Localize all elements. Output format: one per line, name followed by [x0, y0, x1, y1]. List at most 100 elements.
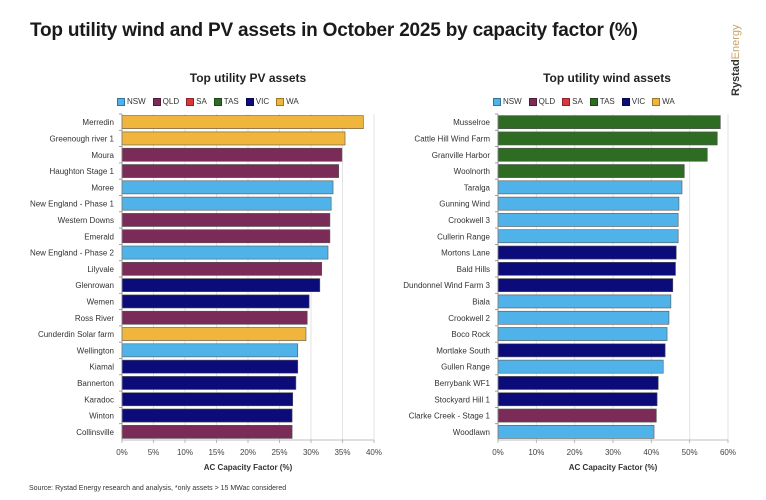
pv-category-label: Wellington	[77, 346, 114, 355]
legend-item-tas: TAS	[589, 97, 615, 106]
pv-legend: NSW QLD SA TAS VIC WA	[117, 97, 299, 106]
wind-category-label: Mortlake South	[436, 346, 490, 355]
legend-label: SA	[196, 97, 207, 106]
legend-item-sa: SA	[562, 97, 583, 106]
wind-category-label: Biala	[472, 297, 490, 306]
wind-bar	[497, 261, 676, 276]
wind-bar	[497, 196, 680, 211]
pv-category-label: Ross River	[75, 314, 114, 323]
wind-chart-title: Top utility wind assets	[543, 71, 671, 85]
wind-bar	[497, 115, 721, 129]
wind-x-tick-label: 50%	[682, 448, 698, 457]
legend-label: TAS	[223, 97, 239, 106]
legend-label: VIC	[255, 97, 270, 106]
wind-bar	[497, 392, 658, 407]
wind-category-label: Granville Harbor	[432, 151, 491, 160]
legend-swatch	[213, 97, 222, 106]
wind-category-label: Dundonnel Wind Farm 3	[403, 281, 490, 290]
wind-x-tick-label: 60%	[720, 448, 736, 457]
pv-x-tick-label: 20%	[240, 448, 256, 457]
wind-category-label: Crookwell 3	[448, 216, 490, 225]
wind-x-tick-label: 10%	[528, 448, 544, 457]
wind-category-label: Bald Hills	[457, 265, 490, 274]
pv-category-label: Haughton Stage 1	[50, 167, 115, 176]
pv-category-label: Wemen	[87, 297, 114, 306]
legend-item-vic: VIC	[245, 97, 270, 106]
pv-x-tick-label: 30%	[303, 448, 319, 457]
pv-x-tick-label: 10%	[177, 448, 193, 457]
wind-bar	[497, 327, 668, 341]
main-title: Top utility wind and PV assets in Octobe…	[30, 20, 638, 41]
wind-bar	[497, 376, 659, 390]
pv-x-tick-label: 15%	[208, 448, 224, 457]
wind-category-label: Gullen Range	[441, 363, 490, 372]
wind-bar	[497, 310, 670, 325]
wind-category-label: Clarke Creek - Stage 1	[409, 412, 491, 421]
wind-bar	[497, 359, 664, 374]
legend-swatch	[117, 97, 125, 106]
wind-x-tick-label: 0%	[492, 448, 504, 457]
legend-item-nsw: NSW	[117, 97, 146, 106]
pv-category-label: Moree	[91, 183, 114, 192]
pv-x-tick-label: 40%	[366, 448, 382, 457]
wind-bar	[497, 294, 672, 309]
source-note: Source: Rystad Energy research and analy…	[29, 485, 287, 492]
legend-label: TAS	[599, 97, 615, 106]
legend-item-wa: WA	[276, 97, 299, 106]
pv-category-label: Emerald	[84, 232, 114, 241]
legend-label: NSW	[503, 97, 522, 106]
wind-category-label: Woolnorth	[454, 167, 490, 176]
pv-category-label: Lilyvale	[87, 265, 114, 274]
legend-swatch	[276, 97, 285, 106]
wind-bar	[497, 245, 677, 260]
legend-item-qld: QLD	[528, 97, 556, 106]
wind-x-tick-label: 40%	[643, 448, 659, 457]
wind-category-label: Mortons Lane	[441, 249, 490, 258]
wind-bar	[497, 424, 655, 439]
legend-swatch	[652, 97, 661, 106]
legend-label: QLD	[162, 97, 180, 106]
pv-x-tick-label: 35%	[334, 448, 350, 457]
pv-category-label: Collinsville	[76, 428, 114, 437]
pv-chart-title: Top utility PV assets	[189, 71, 307, 85]
legend-swatch	[186, 97, 195, 106]
pv-category-label: Kiamal	[90, 363, 115, 372]
pv-category-label: Glenrowan	[75, 281, 114, 290]
legend-swatch	[589, 97, 598, 106]
pv-x-axis-label: AC Capacity Factor (%)	[204, 463, 293, 472]
pv-category-label: Karadoc	[84, 395, 114, 404]
wind-category-label: Musselroe	[453, 118, 490, 127]
wind-category-label: Cattle Hill Wind Farm	[414, 134, 490, 143]
wind-bar	[497, 131, 718, 146]
pv-x-tick-label: 25%	[271, 448, 287, 457]
pv-category-label: Winton	[89, 412, 114, 421]
legend-label: WA	[662, 97, 675, 106]
wind-bar	[497, 164, 685, 178]
legend-label: QLD	[538, 97, 556, 106]
pv-category-label: New England - Phase 1	[30, 200, 115, 209]
legend-item-vic: VIC	[621, 97, 646, 106]
pv-x-tick-label: 0%	[116, 448, 128, 457]
wind-legend: NSW QLD SA TAS VIC WA	[493, 97, 675, 106]
wind-category-label: Cullerin Range	[437, 232, 490, 241]
wind-category-label: Stockyard Hill 1	[434, 395, 490, 404]
wind-bar	[497, 147, 708, 162]
pv-category-label: Western Downs	[58, 216, 114, 225]
wind-x-tick-label: 30%	[605, 448, 621, 457]
wind-category-label: Boco Rock	[451, 330, 491, 339]
wind-x-tick-label: 20%	[567, 448, 583, 457]
legend-swatch	[493, 97, 501, 106]
pv-x-tick-label: 5%	[148, 448, 160, 457]
legend-item-wa: WA	[652, 97, 675, 106]
legend-item-tas: TAS	[213, 97, 239, 106]
legend-item-nsw: NSW	[493, 97, 522, 106]
wind-bar	[497, 213, 679, 227]
legend-item-qld: QLD	[152, 97, 180, 106]
pv-category-label: Merredin	[82, 118, 114, 127]
pv-category-label: Bannerton	[77, 379, 114, 388]
legend-label: WA	[286, 97, 299, 106]
legend-label: VIC	[631, 97, 646, 106]
wind-bar	[497, 343, 666, 358]
